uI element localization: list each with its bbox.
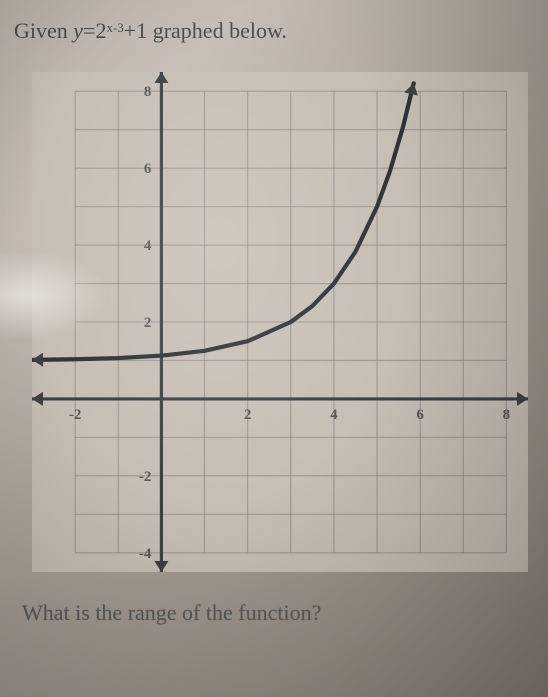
svg-text:8: 8 — [503, 407, 511, 423]
svg-text:8: 8 — [144, 84, 152, 100]
eq-plus: +1 — [124, 18, 147, 43]
question-text: What is the range of the function? — [22, 600, 534, 626]
svg-text:4: 4 — [144, 238, 152, 254]
svg-text:-2: -2 — [69, 407, 82, 423]
svg-text:-2: -2 — [139, 469, 152, 485]
eq-base: 2 — [95, 18, 106, 43]
prompt-pre-text: Given — [14, 18, 73, 43]
function-graph: -2 2 4 6 8 8 6 4 2 -2 -4 — [32, 72, 528, 572]
problem-prompt: Given y=2x-3+1 graphed below. — [14, 18, 534, 44]
eq-exponent: x-3 — [106, 20, 123, 35]
eq-sign: = — [83, 18, 95, 43]
svg-text:6: 6 — [144, 161, 152, 177]
svg-text:4: 4 — [330, 407, 338, 423]
prompt-post-text: graphed below. — [147, 18, 287, 43]
svg-text:2: 2 — [244, 407, 252, 423]
svg-text:-4: -4 — [139, 546, 152, 562]
chart-svg: -2 2 4 6 8 8 6 4 2 -2 -4 — [32, 72, 528, 572]
svg-text:2: 2 — [144, 315, 152, 331]
svg-text:6: 6 — [416, 407, 424, 423]
eq-lhs: y — [73, 18, 83, 43]
